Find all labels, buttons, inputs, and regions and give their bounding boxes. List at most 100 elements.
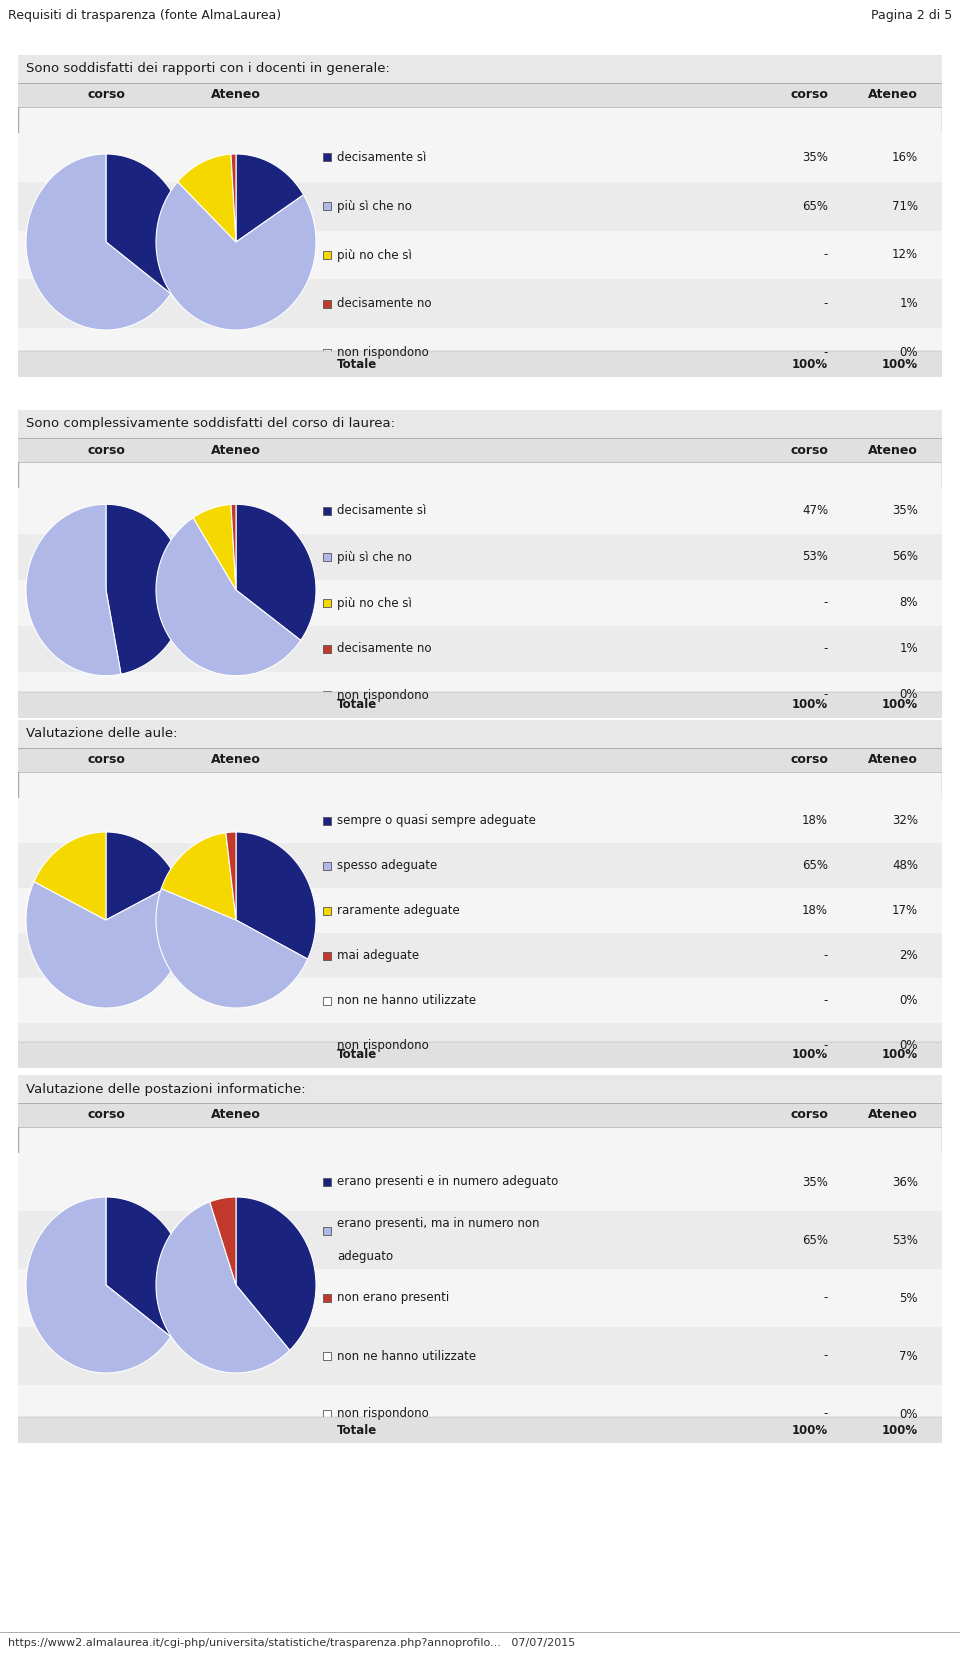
Text: non rispondono: non rispondono [337, 346, 429, 359]
Text: non erano presenti: non erano presenti [337, 1292, 449, 1305]
Text: -: - [824, 642, 828, 655]
Text: corso: corso [790, 754, 828, 766]
Text: Ateneo: Ateneo [211, 443, 261, 457]
FancyBboxPatch shape [18, 351, 942, 377]
Polygon shape [106, 154, 186, 294]
Polygon shape [236, 1197, 316, 1350]
Text: 35%: 35% [803, 1176, 828, 1189]
FancyBboxPatch shape [18, 797, 942, 844]
Text: più no che sì: più no che sì [337, 597, 412, 610]
FancyBboxPatch shape [323, 251, 331, 260]
Text: decisamente no: decisamente no [337, 642, 431, 655]
Polygon shape [226, 832, 236, 920]
Text: corso: corso [87, 1108, 125, 1121]
Text: spesso adeguate: spesso adeguate [337, 858, 437, 872]
FancyBboxPatch shape [18, 280, 942, 327]
FancyBboxPatch shape [18, 719, 942, 1068]
Text: 65%: 65% [802, 858, 828, 872]
Text: https://www2.almalaurea.it/cgi-php/universita/statistiche/trasparenza.php?annopr: https://www2.almalaurea.it/cgi-php/unive… [8, 1637, 575, 1647]
FancyBboxPatch shape [323, 645, 331, 653]
FancyBboxPatch shape [18, 534, 942, 581]
Text: 100%: 100% [882, 357, 918, 370]
FancyBboxPatch shape [18, 488, 942, 534]
Polygon shape [156, 182, 316, 331]
Text: Ateneo: Ateneo [211, 89, 261, 101]
FancyBboxPatch shape [18, 1024, 942, 1068]
Text: 1%: 1% [900, 298, 918, 311]
Text: 0%: 0% [900, 688, 918, 701]
Text: 8%: 8% [900, 597, 918, 610]
Text: 0%: 0% [900, 346, 918, 359]
FancyBboxPatch shape [18, 691, 942, 718]
Text: Ateneo: Ateneo [211, 754, 261, 766]
FancyBboxPatch shape [18, 1153, 942, 1211]
FancyBboxPatch shape [323, 202, 331, 210]
Text: 100%: 100% [792, 698, 828, 711]
Text: Ateneo: Ateneo [868, 89, 918, 101]
Text: Valutazione delle postazioni informatiche:: Valutazione delle postazioni informatich… [26, 1082, 305, 1095]
FancyBboxPatch shape [323, 951, 331, 959]
Text: 100%: 100% [882, 1049, 918, 1062]
Text: adeguato: adeguato [337, 1250, 394, 1262]
Polygon shape [106, 504, 186, 675]
Text: decisamente sì: decisamente sì [337, 151, 426, 164]
Text: -: - [824, 688, 828, 701]
Text: -: - [824, 1039, 828, 1052]
Text: corso: corso [87, 443, 125, 457]
Polygon shape [161, 832, 236, 920]
FancyBboxPatch shape [18, 327, 942, 377]
Polygon shape [236, 504, 316, 640]
Text: 100%: 100% [792, 357, 828, 370]
FancyBboxPatch shape [323, 599, 331, 607]
Polygon shape [106, 832, 178, 920]
Text: corso: corso [790, 1108, 828, 1121]
Text: Totale: Totale [337, 1424, 377, 1437]
FancyBboxPatch shape [18, 55, 942, 377]
Text: 100%: 100% [882, 1424, 918, 1437]
FancyBboxPatch shape [18, 438, 942, 461]
FancyBboxPatch shape [18, 1103, 942, 1126]
FancyBboxPatch shape [18, 1269, 942, 1327]
Text: 35%: 35% [803, 151, 828, 164]
Text: 1%: 1% [900, 642, 918, 655]
FancyBboxPatch shape [323, 552, 331, 561]
Polygon shape [236, 154, 303, 241]
Text: -: - [824, 949, 828, 963]
Polygon shape [156, 888, 307, 1007]
Text: 56%: 56% [892, 551, 918, 564]
Text: 2%: 2% [900, 949, 918, 963]
Text: 12%: 12% [892, 248, 918, 261]
Text: 18%: 18% [802, 905, 828, 916]
Text: -: - [824, 597, 828, 610]
Polygon shape [34, 832, 106, 920]
Text: più sì che no: più sì che no [337, 200, 412, 213]
Polygon shape [26, 1197, 171, 1373]
Text: mai adeguate: mai adeguate [337, 949, 420, 963]
Text: 65%: 65% [802, 1234, 828, 1247]
FancyBboxPatch shape [18, 672, 942, 718]
FancyBboxPatch shape [18, 132, 942, 182]
FancyBboxPatch shape [18, 182, 942, 230]
Text: 32%: 32% [892, 814, 918, 827]
Polygon shape [156, 1202, 290, 1373]
Text: 47%: 47% [802, 504, 828, 518]
Polygon shape [236, 832, 316, 959]
Text: Ateneo: Ateneo [211, 1108, 261, 1121]
FancyBboxPatch shape [323, 508, 331, 514]
Text: Pagina 2 di 5: Pagina 2 di 5 [871, 8, 952, 22]
Text: decisamente no: decisamente no [337, 298, 431, 311]
Polygon shape [209, 1197, 236, 1285]
Text: Ateneo: Ateneo [868, 754, 918, 766]
FancyBboxPatch shape [323, 1178, 331, 1186]
Text: sempre o quasi sempre adeguate: sempre o quasi sempre adeguate [337, 814, 536, 827]
FancyBboxPatch shape [18, 83, 942, 108]
Text: corso: corso [790, 89, 828, 101]
Text: corso: corso [87, 89, 125, 101]
FancyBboxPatch shape [18, 625, 942, 672]
Text: 35%: 35% [892, 504, 918, 518]
FancyBboxPatch shape [323, 1227, 331, 1236]
Text: 71%: 71% [892, 200, 918, 213]
Text: -: - [824, 248, 828, 261]
FancyBboxPatch shape [323, 691, 331, 700]
FancyBboxPatch shape [18, 581, 942, 625]
